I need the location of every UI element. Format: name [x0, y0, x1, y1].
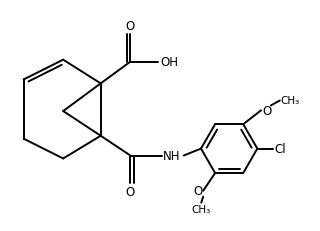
Text: CH₃: CH₃	[281, 96, 300, 106]
Text: O: O	[193, 185, 202, 198]
Text: Cl: Cl	[274, 143, 286, 155]
Text: NH: NH	[163, 149, 180, 162]
Text: O: O	[126, 185, 135, 198]
Text: OH: OH	[160, 56, 178, 69]
Text: O: O	[126, 20, 135, 33]
Text: O: O	[262, 104, 271, 117]
Text: CH₃: CH₃	[192, 204, 211, 214]
